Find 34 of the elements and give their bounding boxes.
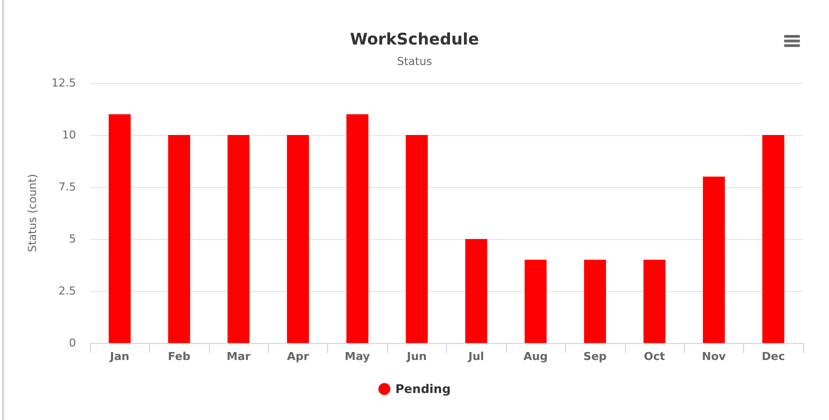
x-tick-label: Mar	[226, 350, 252, 363]
bar	[168, 135, 190, 343]
x-tick-label: Sep	[583, 350, 607, 363]
bar	[286, 135, 309, 343]
bar	[108, 114, 131, 343]
x-tick-label: Nov	[702, 350, 727, 363]
bar	[584, 260, 606, 343]
x-tick-label: Dec	[762, 350, 785, 363]
x-tick-label: Jun	[406, 350, 427, 363]
bar	[762, 135, 784, 343]
y-tick-label: 5	[69, 232, 76, 246]
y-tick-label: 12.5	[52, 76, 76, 90]
y-tick-label: 10	[62, 128, 76, 142]
y-tick-label: 0	[69, 336, 76, 350]
x-tick-label: May	[344, 350, 370, 363]
bar	[702, 176, 725, 343]
bar	[228, 135, 250, 343]
x-tick-label: Apr	[287, 350, 310, 363]
chart-title: WorkSchedule	[350, 30, 480, 48]
legend-label: Pending	[395, 382, 451, 396]
bar	[406, 135, 428, 343]
bar	[524, 260, 547, 343]
chart-subtitle: Status	[396, 55, 432, 68]
bar	[465, 239, 488, 343]
x-tick-label: Jul	[467, 350, 484, 363]
y-tick-label: 2.5	[58, 284, 76, 298]
bar	[643, 260, 666, 343]
bar	[346, 114, 368, 343]
y-axis-title: Status (count)	[26, 174, 39, 252]
x-tick-label: Feb	[168, 350, 190, 363]
y-tick-label: 7.5	[58, 180, 76, 194]
x-tick-label: Jan	[109, 350, 130, 363]
x-tick-label: Aug	[524, 350, 548, 363]
x-tick-label: Oct	[644, 350, 666, 363]
